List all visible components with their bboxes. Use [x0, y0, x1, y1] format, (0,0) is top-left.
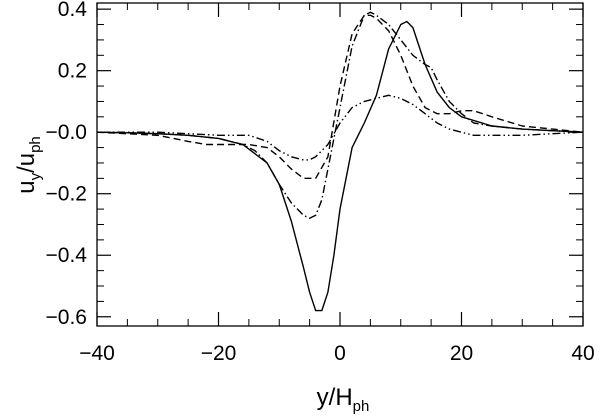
x-tick-label: 40: [571, 342, 594, 365]
series-layer: [96, 11, 584, 312]
series-line-dashed: [96, 14, 584, 179]
y-tick-label: −0.4: [46, 244, 88, 267]
x-tick-label: −20: [201, 342, 237, 365]
series-line-dashdot: [96, 11, 584, 219]
ticks-layer: [96, 3, 584, 326]
y-axis-title-num-sub: y: [27, 172, 44, 180]
series-line-dashdotdot: [97, 94, 584, 161]
plot-frame: [96, 2, 584, 327]
x-tick-label: 0: [334, 342, 346, 365]
x-tick-label: 20: [450, 342, 473, 365]
y-tick-label: −0.0: [46, 121, 87, 144]
y-axis-title-num: u: [13, 180, 40, 193]
y-axis-title-den: u: [13, 153, 40, 166]
y-tick-label: −0.6: [46, 306, 87, 329]
x-axis-title-main: y/H: [317, 384, 353, 411]
x-axis-title: y/Hph: [317, 384, 370, 415]
series-line-solid: [96, 20, 584, 312]
y-tick-label: 0.4: [58, 0, 88, 21]
x-tick-label: −40: [79, 342, 115, 365]
y-tick-label: 0.2: [58, 60, 87, 83]
labels-layer: −40 −20 0 20 40 −0.6 −0.4 −0.2 −0.0 0.2 0.4: [46, 0, 595, 365]
y-axis-title: uy/uph: [13, 136, 44, 194]
y-axis-title-den-sub: ph: [27, 136, 44, 153]
x-axis-title-sub: ph: [353, 398, 370, 415]
y-tick-label: −0.2: [46, 183, 87, 206]
y-axis-title-slash: /: [13, 166, 40, 173]
